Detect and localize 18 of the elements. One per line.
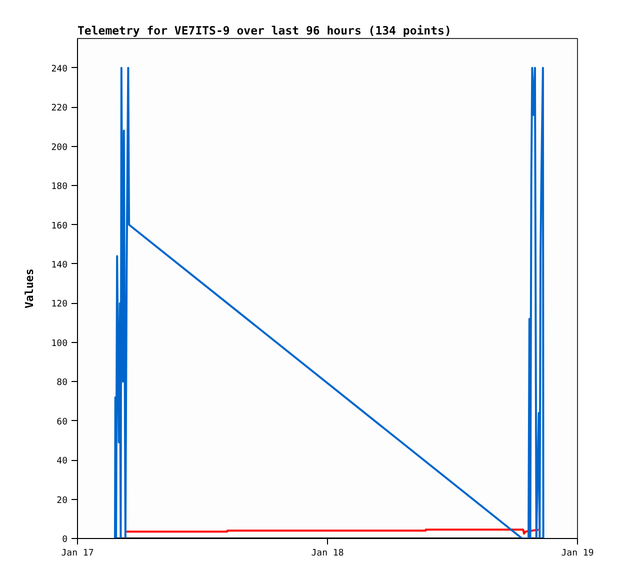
y-tick-label: 100 (51, 338, 68, 349)
x-tick-label: Jan 18 (311, 548, 344, 558)
y-tick-label: 120 (51, 300, 68, 310)
y-tick-label: 80 (56, 378, 68, 388)
y-tick-label: 200 (51, 142, 68, 153)
chart-title: Telemetry for VE7ITS-9 over last 96 hours (134 points) (78, 24, 452, 38)
y-tick-label: 20 (56, 496, 68, 506)
y-tick-label: 220 (51, 104, 68, 114)
y-tick-label: 160 (51, 221, 68, 232)
x-tick-label: Jan 19 (561, 548, 594, 558)
x-tick-label: Jan 17 (61, 548, 94, 558)
y-tick-label: 0 (62, 535, 68, 545)
y-tick-label: 240 (51, 64, 68, 74)
y-tick-label: 40 (56, 456, 68, 467)
y-tick-label: 60 (56, 417, 68, 428)
y-tick-label: 140 (51, 260, 68, 270)
y-axis-title: Values (23, 268, 36, 308)
y-tick-label: 180 (51, 182, 68, 192)
